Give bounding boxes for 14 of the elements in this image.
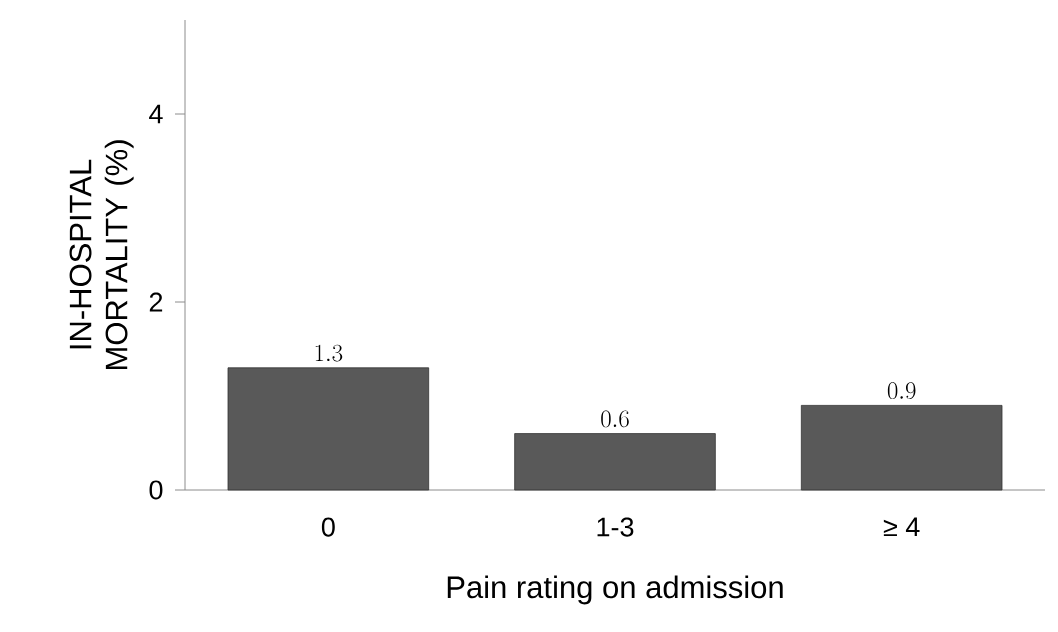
y-tick-label: 0: [149, 480, 163, 500]
x-tick-label: ≥ 4: [883, 517, 920, 537]
y-tick-label: 4: [149, 104, 163, 124]
x-tick-label: 0: [321, 517, 335, 537]
data-label: 0.9: [887, 382, 916, 400]
bar: [514, 433, 716, 491]
bar: [227, 367, 430, 491]
x-axis-title: Pain rating on admission: [447, 575, 783, 605]
bar: [800, 405, 1003, 491]
y-tick-label: 2: [149, 292, 163, 312]
data-label: 0.6: [601, 410, 629, 428]
x-tick-label: 1-3: [597, 517, 634, 537]
y-axis-title: IN-HOSPITAL MORTALITY (%): [69, 140, 134, 369]
data-label: 1 .3: [315, 344, 343, 362]
